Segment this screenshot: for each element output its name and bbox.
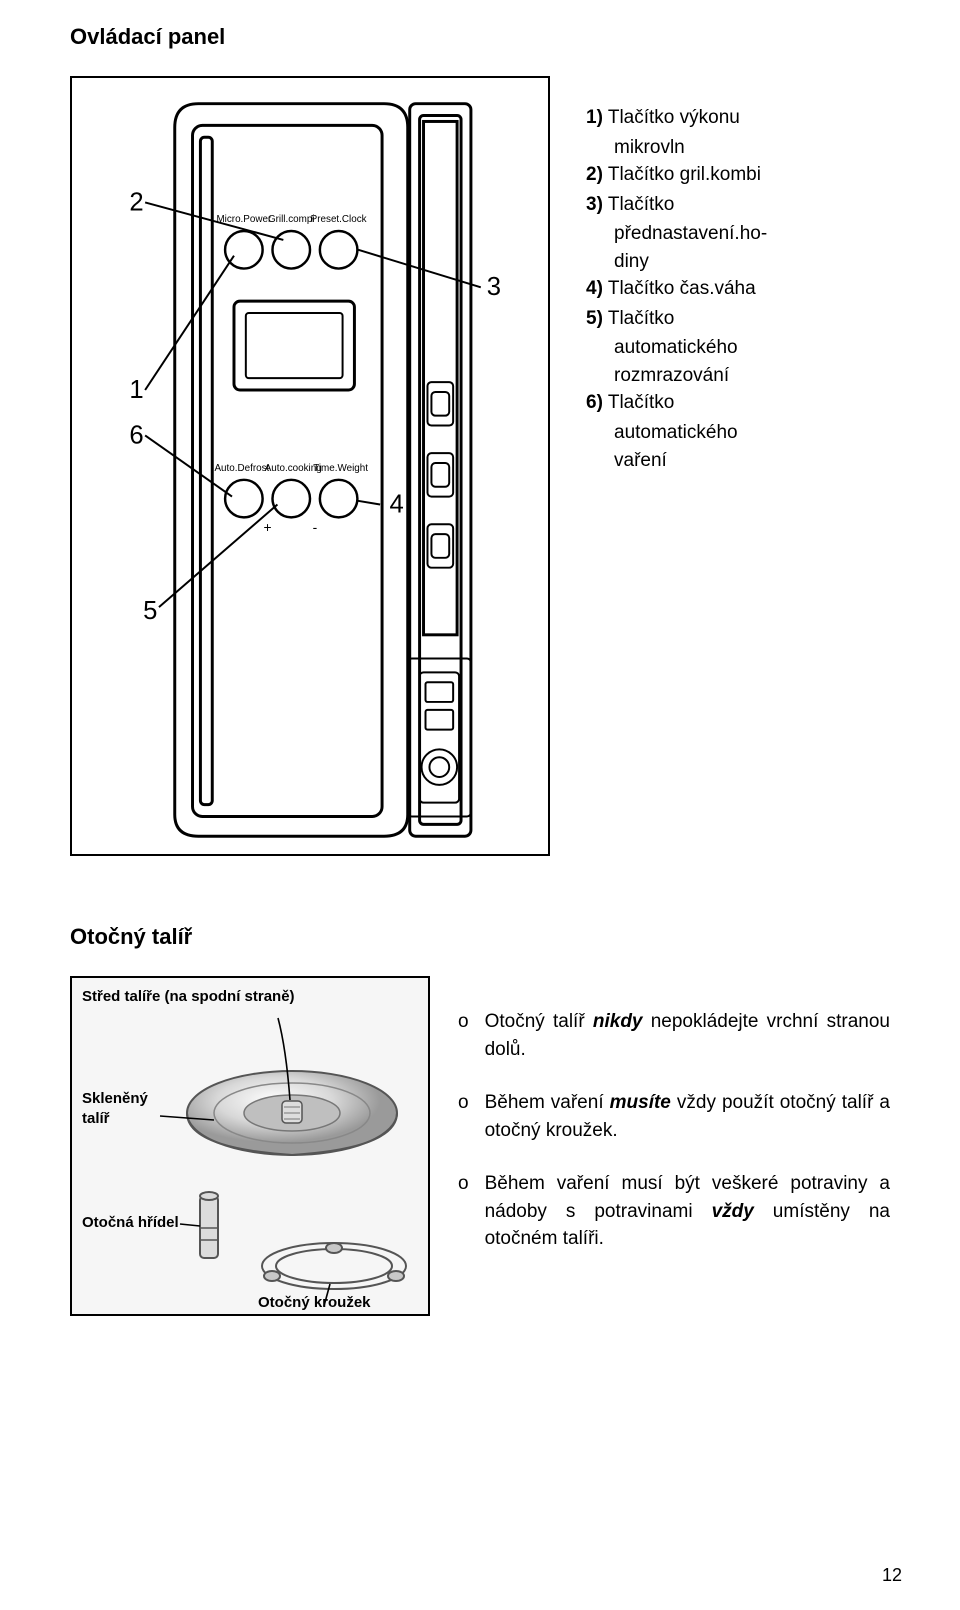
callout-3: 3 [487,273,501,301]
plate-ring-label: Otočný kroužek [258,1294,371,1311]
bullet-bold: vždy [693,1201,773,1222]
legend-sub: vaření [586,447,890,475]
legend-item-3: 3) Tlačítko [586,191,890,219]
knob-plus: + [264,519,272,535]
legend-n: 1) [586,107,603,128]
turntable-diagram-frame: Střed talíře (na spodní straně) Skleněný… [70,976,430,1316]
legend-n: 6) [586,392,603,413]
legend-item-5: 5) Tlačítko [586,305,890,333]
bullet-pre: Otočný talíř [485,1011,585,1032]
bullet-item: o Během vaření musíte vždy použít otočný… [458,1089,890,1144]
legend-sub: přednastavení.ho- [586,220,890,248]
callout-5: 5 [143,597,157,625]
legend: 1) Tlačítko výkonu mikrovln 2) Tlačítko … [580,76,890,474]
legend-item-4: 4) Tlačítko čas.váha [586,275,890,303]
top-row: Micro.Power Grill.compi Preset.Clock Aut… [70,76,890,856]
legend-n: 2) [586,164,603,185]
control-panel-diagram: Micro.Power Grill.compi Preset.Clock Aut… [78,84,542,848]
legend-label: Tlačítko výkonu [608,107,740,128]
plate-left-label-1: Skleněný [82,1090,148,1107]
bullet-marker: o [458,1089,469,1144]
legend-sub: automatického [586,334,890,362]
plate-left-label-2: talíř [82,1110,110,1127]
section-title-controls: Ovládací panel [70,24,890,50]
knob-minus: - [313,519,318,535]
legend-n: 4) [586,278,603,299]
plate-top-label: Střed talíře (na spodní straně) [82,988,295,1005]
bullet-text: Během vaření musí být veškeré potraviny … [485,1170,890,1253]
legend-label: Tlačítko čas.váha [608,278,756,299]
legend-label: Tlačítko [608,392,675,413]
legend-sub: diny [586,248,890,276]
legend-n: 5) [586,308,603,329]
callout-6: 6 [129,421,143,449]
control-panel-diagram-frame: Micro.Power Grill.compi Preset.Clock Aut… [70,76,550,856]
bullet-bold: nikdy [585,1011,651,1032]
legend-label: Tlačítko [608,194,675,215]
bullet-text: Během vaření musíte vždy použít otočný t… [485,1089,890,1144]
bullet-item: o Během vaření musí být veškeré potravin… [458,1170,890,1253]
bullet-item: o Otočný talíř nikdy nepokládejte vrchní… [458,1008,890,1063]
legend-label: Tlačítko [608,308,675,329]
bullet-marker: o [458,1170,469,1253]
legend-item-2: 2) Tlačítko gril.kombi [586,161,890,189]
page-number: 12 [882,1565,902,1586]
bullet-pre: Během vaření [485,1092,604,1113]
legend-item-6: 6) Tlačítko [586,389,890,417]
plate-shaft-label: Otočná hřídel [82,1214,179,1231]
legend-sub: automatického [586,419,890,447]
legend-sub: rozmrazování [586,362,890,390]
knob-label-autodefrost: Auto.Defrost [214,463,269,474]
bullet-bold: musíte [604,1092,677,1113]
knob-label-presetclock: Preset.Clock [311,214,367,225]
callout-2: 2 [129,188,143,216]
bullet-text: Otočný talíř nikdy nepokládejte vrchní s… [485,1008,890,1063]
section-title-plate: Otočný talíř [70,924,890,950]
knob-label-grillcombi: Grill.compi [268,214,315,225]
bottom-row: Střed talíře (na spodní straně) Skleněný… [70,976,890,1316]
bullet-list: o Otočný talíř nikdy nepokládejte vrchní… [458,976,890,1279]
legend-sub: mikrovln [586,134,890,162]
callout-4: 4 [390,490,404,518]
bullet-marker: o [458,1008,469,1063]
knob-label-timeweight: Time.Weight [313,463,368,474]
callout-1: 1 [129,376,143,404]
legend-label: Tlačítko gril.kombi [608,164,761,185]
turntable-diagram [72,978,432,1318]
legend-item-1: 1) Tlačítko výkonu [586,104,890,132]
legend-n: 3) [586,194,603,215]
